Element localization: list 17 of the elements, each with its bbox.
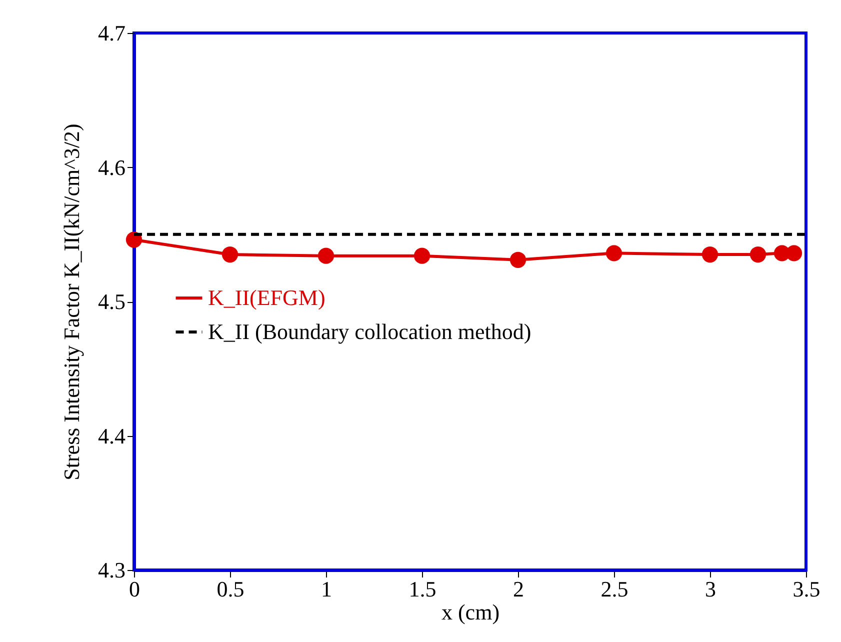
- x-tick-label: 3: [705, 576, 716, 602]
- x-tick-label: 2: [513, 576, 524, 602]
- y-tick-label: 4.5: [98, 289, 126, 314]
- y-tick-label: 4.7: [98, 20, 126, 46]
- x-tick-label: 1.5: [408, 576, 436, 602]
- legend-label: K_II(EFGM): [208, 285, 326, 310]
- y-axis-title: Stress Intensity Factor K_II(kN/cm^3/2): [59, 124, 84, 480]
- x-tick-label: 3.5: [792, 576, 820, 602]
- x-tick-label: 0.5: [216, 576, 244, 602]
- y-tick-label: 4.3: [98, 558, 126, 582]
- y-tick-label: 4.4: [98, 423, 126, 448]
- x-tick-label: 0: [129, 576, 140, 602]
- legend-label: K_II (Boundary collocation method): [208, 319, 532, 344]
- x-tick-label: 1: [321, 576, 332, 602]
- y-tick-label: 4.6: [98, 154, 126, 180]
- x-axis-title: x (cm): [441, 600, 500, 624]
- x-tick-label: 2.5: [600, 576, 628, 602]
